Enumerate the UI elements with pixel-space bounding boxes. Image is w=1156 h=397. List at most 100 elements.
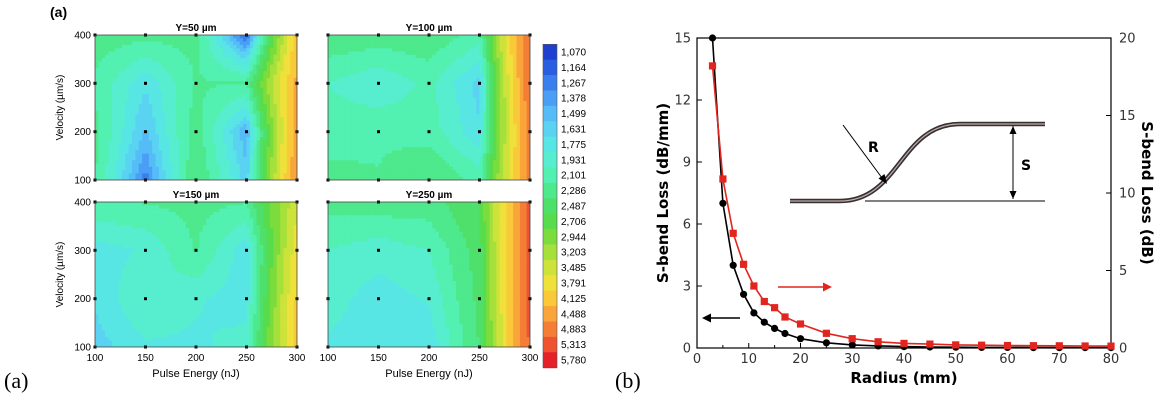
contour-cell	[348, 150, 353, 155]
contour-cell	[442, 100, 447, 105]
contour-cell	[439, 48, 444, 53]
contour-cell	[354, 150, 359, 155]
contour-cell	[276, 150, 281, 155]
contour-cell	[361, 58, 366, 62]
contour-cell	[246, 94, 251, 99]
contour-cell	[344, 54, 349, 59]
contour-cell	[439, 110, 444, 115]
contour-cell	[222, 147, 227, 151]
contour-cell	[121, 163, 126, 168]
contour-cell	[132, 156, 136, 161]
contour-cell	[216, 143, 221, 148]
contour-cell	[108, 156, 113, 161]
contour-cell	[212, 64, 217, 69]
contour-cell	[132, 160, 136, 165]
contour-cell	[121, 160, 126, 165]
contour-cell	[425, 123, 430, 128]
contour-cell	[95, 147, 99, 151]
contour-cell	[148, 100, 153, 105]
contour-cell	[189, 130, 194, 135]
contour-cell	[334, 150, 339, 155]
contour-cell	[381, 81, 386, 86]
contour-cell	[286, 84, 291, 89]
contour-cell	[169, 166, 174, 171]
contour-cell	[158, 58, 163, 62]
contour-cell	[273, 71, 278, 76]
contour-cell	[142, 104, 147, 109]
contour-cell	[435, 130, 440, 135]
contour-cell	[492, 54, 497, 59]
contour-cell	[432, 133, 437, 138]
contour-cell	[398, 143, 403, 148]
contour-cell	[226, 84, 231, 89]
subplot-title: Y=50 µm	[175, 23, 216, 34]
contour-cell	[371, 64, 376, 69]
contour-cell	[270, 41, 275, 46]
contour-cell	[239, 48, 244, 53]
contour-cell	[455, 110, 460, 115]
contour-cell	[169, 67, 174, 72]
contour-cell	[344, 127, 349, 132]
contour-cell	[249, 140, 254, 145]
contour-cell	[462, 44, 467, 49]
contour-cell	[263, 58, 268, 62]
contour-cell	[253, 104, 258, 109]
contour-cell	[216, 133, 221, 138]
contour-cell	[226, 67, 231, 72]
contour-cell	[334, 163, 339, 168]
contour-cell	[259, 91, 264, 95]
contour-cell	[101, 170, 106, 175]
contour-cell	[212, 150, 217, 155]
contour-cell	[179, 176, 184, 180]
contour-cell	[452, 143, 457, 148]
contour-cell	[486, 127, 491, 132]
contour-cell	[128, 48, 133, 53]
contour-cell	[381, 123, 386, 128]
contour-cell	[449, 91, 454, 95]
contour-cell	[462, 74, 467, 79]
contour-cell	[290, 163, 295, 168]
contour-cell	[351, 41, 356, 46]
contour-cell	[381, 104, 386, 109]
contour-cell	[152, 87, 157, 92]
contour-cell	[452, 173, 457, 178]
contour-cell	[239, 160, 244, 165]
contour-cell	[196, 38, 200, 43]
contour-cell	[165, 127, 170, 132]
contour-cell	[449, 166, 454, 171]
contour-cell	[385, 71, 390, 76]
contour-cell	[101, 38, 106, 43]
contour-cell	[108, 87, 113, 92]
contour-cell	[418, 147, 423, 151]
contour-cell	[388, 130, 393, 135]
contour-cell	[158, 123, 163, 128]
contour-cell	[189, 74, 194, 79]
contour-cell	[489, 100, 494, 105]
contour-cell	[189, 48, 194, 53]
contour-cell	[354, 140, 359, 145]
contour-cell	[331, 137, 336, 142]
contour-cell	[469, 77, 474, 82]
contour-cell	[142, 123, 147, 128]
contour-cell	[118, 137, 123, 142]
contour-cell	[492, 71, 497, 76]
contour-cell	[466, 160, 470, 165]
contour-cell	[361, 147, 366, 151]
contour-cell	[496, 107, 501, 112]
contour-cell	[452, 84, 457, 89]
contour-cell	[293, 123, 297, 128]
contour-cell	[162, 61, 167, 66]
contour-cell	[489, 147, 494, 151]
contour-cell	[165, 67, 170, 72]
contour-cell	[233, 58, 237, 62]
contour-cell	[162, 91, 167, 95]
contour-cell	[263, 137, 268, 142]
contour-cell	[476, 104, 481, 109]
contour-cell	[219, 38, 224, 43]
contour-cell	[418, 77, 423, 82]
contour-cell	[496, 41, 501, 46]
contour-cell	[469, 114, 474, 118]
contour-cell	[503, 35, 508, 39]
contour-cell	[391, 58, 396, 62]
contour-cell	[375, 114, 380, 118]
